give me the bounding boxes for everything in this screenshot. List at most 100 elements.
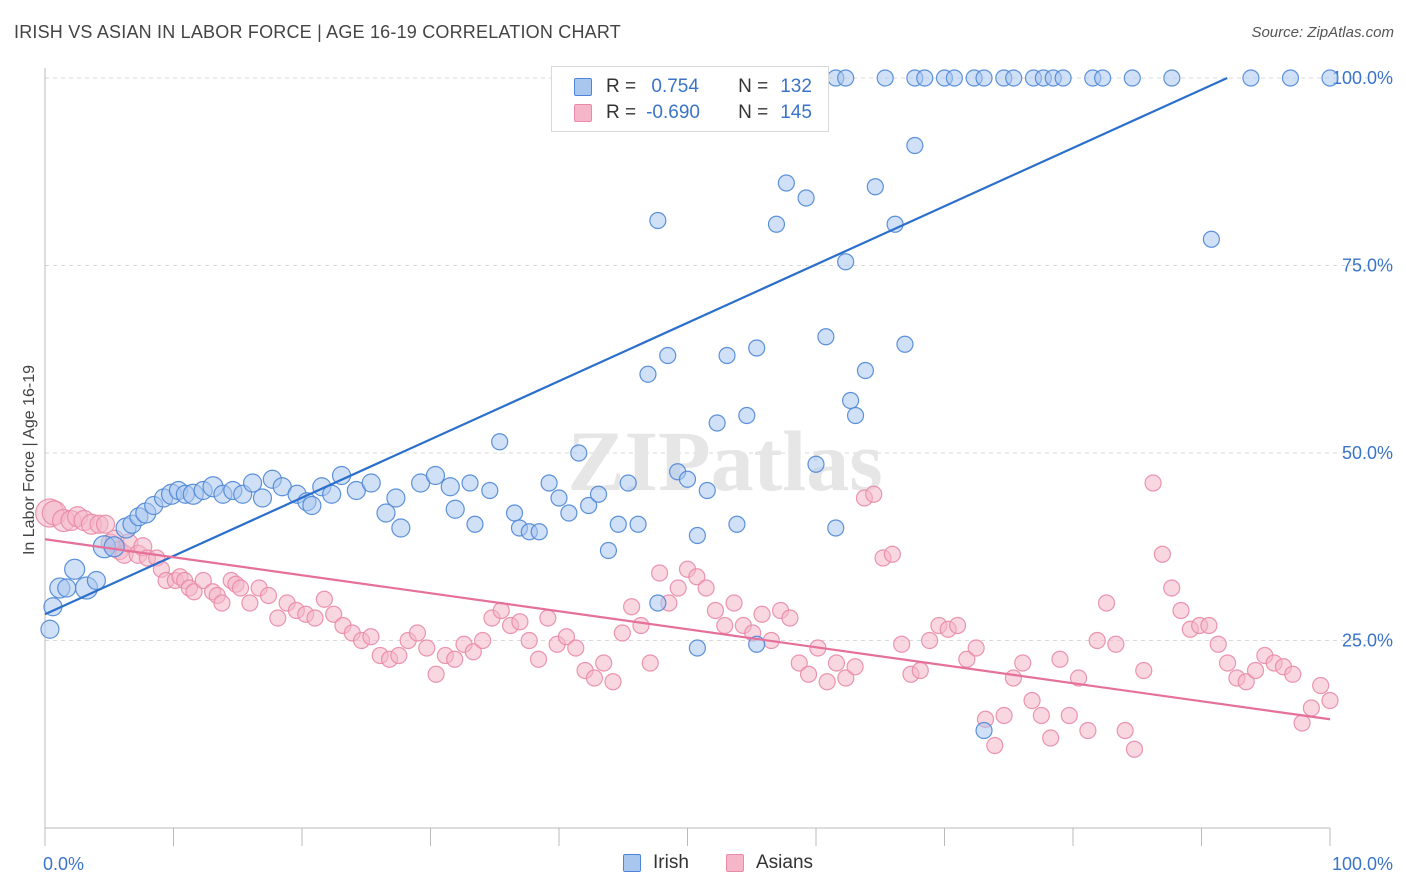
- irish-point: [64, 558, 86, 580]
- asian-point: [1116, 721, 1134, 740]
- irish-point: [609, 515, 627, 533]
- irish-point: [767, 215, 786, 233]
- irish-point: [481, 481, 499, 500]
- asian-point: [650, 564, 669, 582]
- asian-point: [883, 545, 901, 563]
- irish-point: [688, 526, 706, 545]
- irish-point: [649, 211, 667, 230]
- irish-point: [866, 178, 884, 196]
- irish-n-value: 132: [780, 76, 812, 97]
- asian-point: [213, 594, 231, 612]
- asian-point: [315, 590, 333, 608]
- asian-point: [557, 628, 576, 646]
- asian-point: [781, 609, 799, 627]
- asian-point: [362, 628, 380, 646]
- irish-point: [827, 519, 845, 537]
- irish-point: [817, 328, 835, 346]
- irish-legend-swatch: [623, 854, 641, 872]
- asian-point: [818, 673, 836, 691]
- irish-point: [748, 339, 766, 357]
- irish-point: [698, 481, 716, 500]
- irish-n-label: N =: [738, 76, 769, 97]
- asian-point: [623, 598, 641, 616]
- asians-n-label: N =: [738, 102, 769, 123]
- asian-point: [529, 650, 548, 668]
- asians-r-label: R =: [606, 102, 637, 123]
- asian-point: [464, 643, 482, 661]
- asian-point: [1032, 706, 1050, 725]
- irish-point: [629, 515, 647, 533]
- asian-point: [1200, 616, 1218, 635]
- irish-point: [718, 346, 736, 365]
- asians-n-value: 145: [780, 102, 812, 123]
- irish-point: [599, 541, 618, 560]
- asian-point: [846, 658, 864, 676]
- irish-point: [361, 473, 381, 493]
- irish-point: [659, 346, 677, 365]
- irish-point: [445, 499, 465, 519]
- asian-point: [1051, 650, 1069, 668]
- asian-point: [604, 673, 622, 691]
- y-tick-label: 50.0%: [1342, 443, 1393, 463]
- legend-item-irish[interactable]: Irish: [623, 852, 689, 874]
- asian-point: [669, 579, 687, 597]
- asian-point: [1284, 665, 1302, 683]
- asian-point: [1312, 676, 1330, 695]
- irish-point: [945, 69, 963, 87]
- asian-point: [613, 624, 631, 642]
- asians-r-value: -0.690: [646, 102, 700, 123]
- asian-point: [595, 654, 613, 672]
- asian-point: [185, 583, 203, 601]
- asian-point: [539, 609, 557, 627]
- irish-point: [530, 523, 548, 541]
- asian-point: [995, 706, 1013, 725]
- asian-point: [1237, 673, 1255, 691]
- asian-point: [95, 514, 116, 534]
- irish-point: [570, 444, 588, 462]
- irish-point: [975, 721, 993, 740]
- asian-point: [1014, 654, 1032, 672]
- irish-point: [560, 504, 578, 522]
- irish-point: [86, 570, 107, 591]
- irish-point: [1054, 69, 1072, 87]
- irish-swatch: [574, 78, 592, 96]
- x-tick-label: 100.0%: [1332, 854, 1393, 874]
- legend-item-asians[interactable]: Asians: [726, 852, 813, 874]
- asian-point: [1060, 706, 1078, 725]
- irish-point: [391, 518, 411, 538]
- irish-point: [466, 515, 484, 533]
- irish-point: [1202, 230, 1220, 248]
- irish-point: [1163, 69, 1181, 87]
- asian-point: [269, 609, 287, 627]
- irish-point: [1123, 69, 1141, 87]
- irish-point: [688, 639, 706, 657]
- y-tick-label: 25.0%: [1342, 631, 1393, 651]
- asian-point: [1293, 714, 1311, 732]
- asian-point: [827, 654, 846, 672]
- asian-point: [511, 613, 529, 631]
- irish-point: [1242, 69, 1260, 87]
- asian-point: [446, 650, 464, 668]
- irish-point: [777, 174, 795, 192]
- asian-point: [790, 654, 808, 672]
- asian-point: [1004, 669, 1023, 687]
- asian-point: [697, 579, 715, 597]
- asian-point: [390, 646, 408, 665]
- irish-point: [896, 335, 914, 353]
- irish-point: [807, 455, 825, 473]
- y-tick-label: 100.0%: [1332, 68, 1393, 88]
- irish-point: [639, 365, 657, 383]
- irish-legend-label: Irish: [653, 852, 689, 873]
- asian-point: [241, 594, 259, 612]
- asian-point: [1153, 545, 1171, 563]
- irish-point: [797, 189, 815, 207]
- asian-point: [1042, 729, 1060, 747]
- series-legend: Irish Asians: [0, 852, 1406, 876]
- asian-point: [641, 654, 659, 672]
- y-tick-label: 75.0%: [1342, 256, 1393, 276]
- chart-title: IRISH VS ASIAN IN LABOR FORCE | AGE 16-1…: [14, 22, 621, 42]
- irish-point: [975, 69, 993, 87]
- asian-point: [1144, 474, 1162, 492]
- irish-point: [906, 136, 924, 155]
